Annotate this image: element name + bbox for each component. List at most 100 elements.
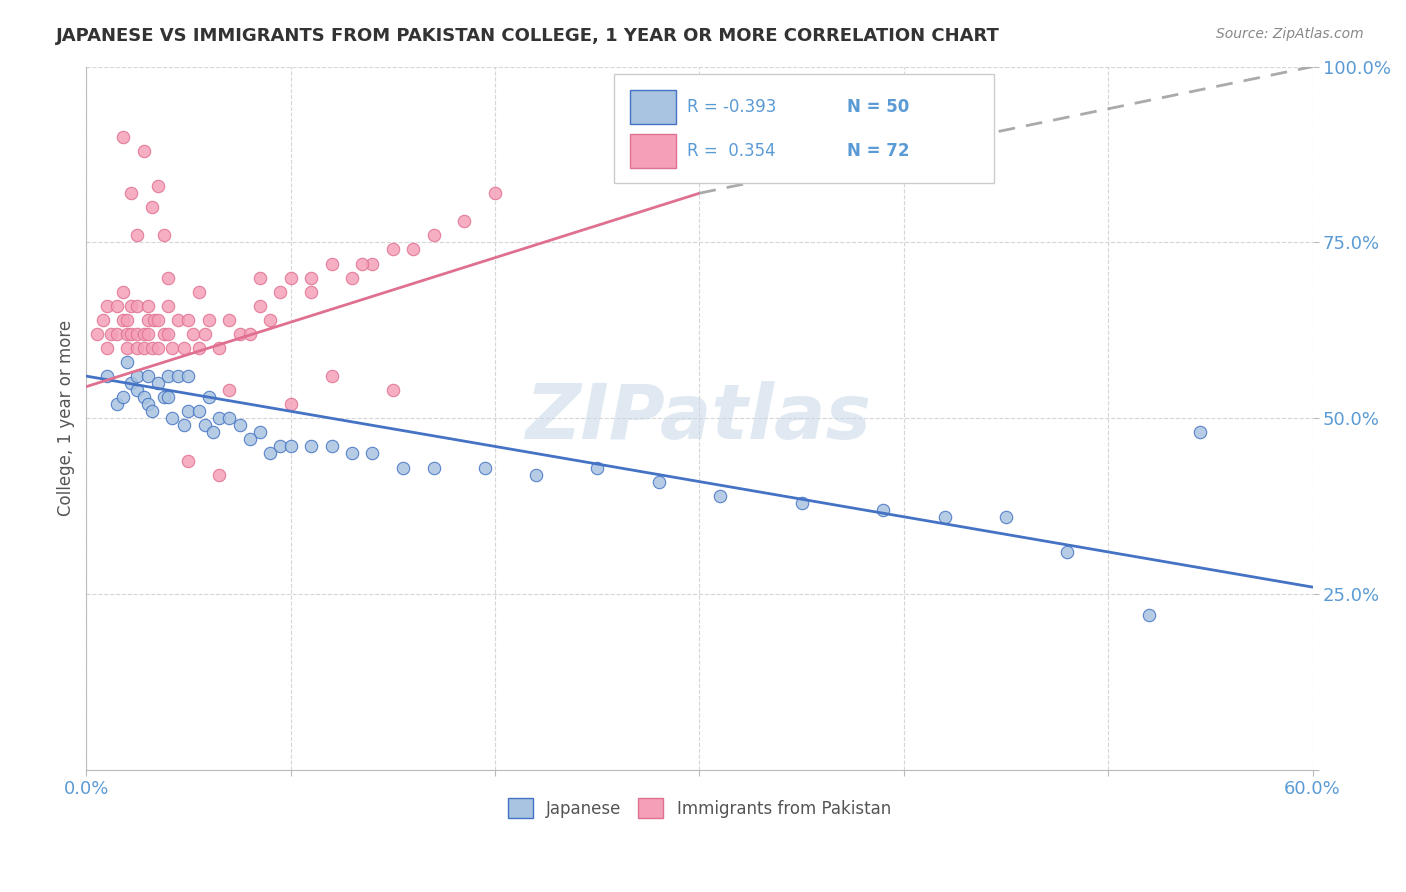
Point <box>112 130 135 145</box>
Point <box>96 341 118 355</box>
Point <box>112 390 135 404</box>
Point <box>153 228 176 243</box>
Point <box>453 214 475 228</box>
Point <box>249 299 271 313</box>
Point <box>112 285 135 299</box>
Point <box>146 313 169 327</box>
Point <box>208 411 231 425</box>
Point <box>167 369 190 384</box>
Point <box>1137 608 1160 623</box>
Bar <box>630 90 676 124</box>
Point <box>136 313 159 327</box>
Point <box>115 313 138 327</box>
Point <box>136 326 159 341</box>
Point <box>259 446 281 460</box>
Point <box>105 397 128 411</box>
Point <box>249 425 271 440</box>
Point <box>381 383 404 397</box>
Point <box>1056 545 1078 559</box>
Point <box>127 326 149 341</box>
Point <box>177 453 200 467</box>
Point <box>115 355 138 369</box>
Bar <box>630 134 676 168</box>
Point <box>299 270 322 285</box>
Text: N = 50: N = 50 <box>846 98 908 116</box>
Point <box>995 509 1018 524</box>
Point <box>86 326 108 341</box>
Point <box>153 326 176 341</box>
Point <box>198 313 221 327</box>
Point <box>142 313 165 327</box>
Point <box>321 439 343 453</box>
Text: R =  0.354: R = 0.354 <box>688 142 776 160</box>
Point <box>177 369 200 384</box>
Point <box>120 326 142 341</box>
Point <box>228 326 250 341</box>
Point <box>299 285 322 299</box>
Point <box>299 439 322 453</box>
Point <box>157 369 180 384</box>
Point <box>157 390 180 404</box>
Point <box>96 369 118 384</box>
Point <box>157 326 180 341</box>
Point <box>167 313 190 327</box>
Point <box>136 369 159 384</box>
Point <box>146 376 169 391</box>
Point <box>157 299 180 313</box>
Point <box>280 397 302 411</box>
Legend: Japanese, Immigrants from Pakistan: Japanese, Immigrants from Pakistan <box>502 791 897 825</box>
Point <box>146 341 169 355</box>
Point <box>105 299 128 313</box>
Point <box>120 186 142 201</box>
Point <box>269 439 291 453</box>
Point <box>132 341 155 355</box>
Point <box>361 446 384 460</box>
Point <box>1189 425 1212 440</box>
Point <box>321 369 343 384</box>
Text: R = -0.393: R = -0.393 <box>688 98 776 116</box>
Point <box>136 397 159 411</box>
Point <box>127 383 149 397</box>
Point <box>181 326 204 341</box>
FancyBboxPatch shape <box>613 74 994 183</box>
Point <box>218 313 240 327</box>
Point <box>228 418 250 433</box>
Point <box>422 460 444 475</box>
Point <box>709 489 731 503</box>
Point <box>340 446 363 460</box>
Point <box>153 390 176 404</box>
Point <box>201 425 224 440</box>
Point <box>647 475 669 489</box>
Point <box>141 341 163 355</box>
Point <box>173 341 195 355</box>
Point <box>392 460 415 475</box>
Point <box>474 460 496 475</box>
Point <box>136 299 159 313</box>
Point <box>934 509 956 524</box>
Point <box>194 326 217 341</box>
Point <box>259 313 281 327</box>
Point <box>239 326 262 341</box>
Point <box>132 390 155 404</box>
Point <box>115 341 138 355</box>
Point <box>120 376 142 391</box>
Point <box>132 326 155 341</box>
Point <box>586 460 609 475</box>
Point <box>127 341 149 355</box>
Point <box>127 299 149 313</box>
Point <box>524 467 547 482</box>
Point <box>127 369 149 384</box>
Point <box>112 313 135 327</box>
Point <box>160 341 183 355</box>
Point <box>115 326 138 341</box>
Point <box>100 326 122 341</box>
Point <box>239 433 262 447</box>
Y-axis label: College, 1 year or more: College, 1 year or more <box>58 320 75 516</box>
Text: N = 72: N = 72 <box>846 142 910 160</box>
Point <box>187 341 209 355</box>
Point <box>484 186 506 201</box>
Point <box>177 404 200 418</box>
Point <box>321 256 343 270</box>
Point <box>381 243 404 257</box>
Point <box>160 411 183 425</box>
